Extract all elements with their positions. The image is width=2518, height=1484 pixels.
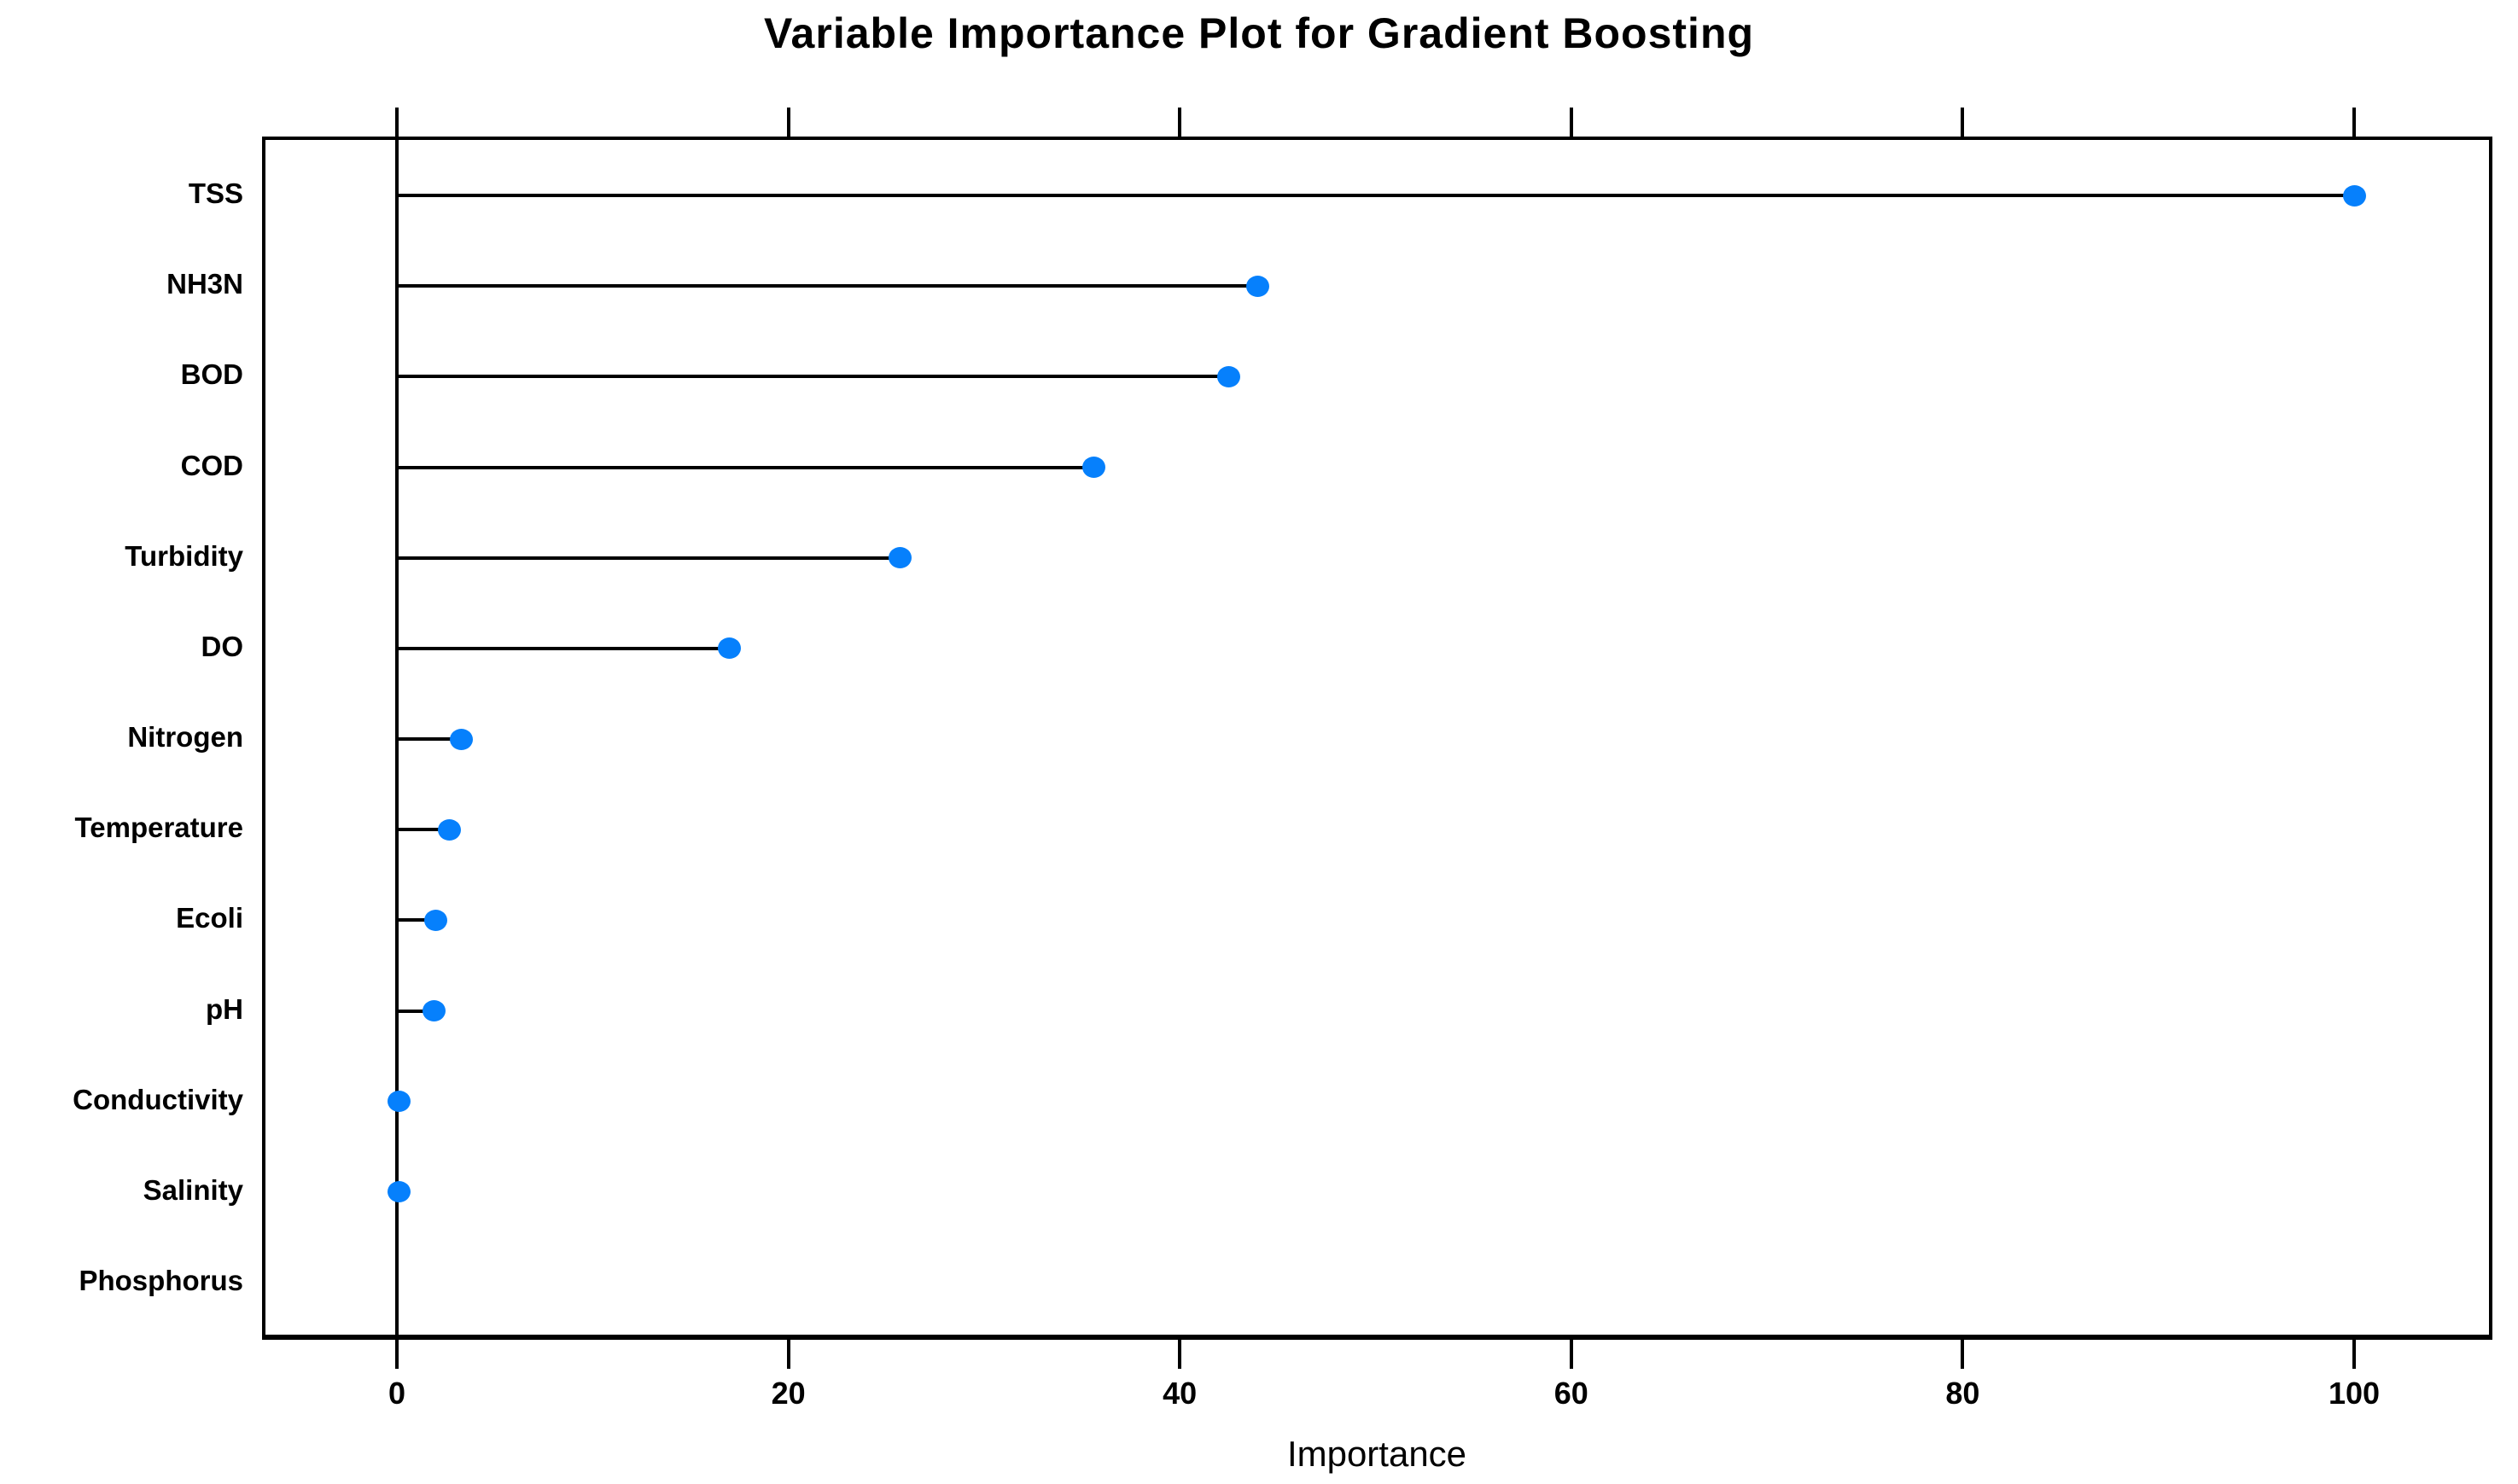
chart-title: Variable Importance Plot for Gradient Bo… [763, 9, 1755, 57]
category-label-nh3n: NH3N [166, 268, 243, 300]
x-tick-top-20 [786, 108, 790, 137]
stem-line-temperature [397, 828, 450, 832]
stem-line-ecoli [397, 918, 436, 922]
importance-dot-nh3n [1246, 275, 1270, 297]
importance-dot-salinity [387, 1181, 411, 1203]
plot-area-border [262, 137, 2492, 1340]
importance-dot-bod [1217, 365, 1241, 387]
importance-dot-do [718, 637, 742, 660]
importance-dot-nitrogen [450, 728, 474, 750]
x-tick-label-40: 40 [1163, 1376, 1198, 1411]
x-tick-bottom-20 [786, 1340, 790, 1369]
stem-line-nitrogen [397, 737, 462, 742]
stem-line-do [397, 646, 730, 650]
importance-dot-ph [423, 1000, 446, 1022]
x-tick-label-80: 80 [1945, 1376, 1980, 1411]
category-label-turbidity: Turbidity [125, 539, 243, 572]
importance-dot-turbidity [888, 547, 912, 569]
x-tick-label-20: 20 [771, 1376, 806, 1411]
category-label-do: DO [201, 630, 244, 662]
category-label-conductivity: Conductivity [73, 1083, 243, 1115]
stem-line-bod [397, 375, 1229, 379]
stem-line-tss [397, 194, 2354, 197]
stem-line-ph [397, 1009, 434, 1013]
x-tick-top-100 [2352, 108, 2356, 137]
stem-line-cod [397, 465, 1094, 469]
x-tick-bottom-100 [2352, 1340, 2356, 1369]
importance-dot-conductivity [387, 1091, 411, 1113]
x-tick-label-100: 100 [2328, 1376, 2381, 1411]
x-tick-top-60 [1569, 108, 1573, 137]
category-label-temperature: Temperature [74, 812, 243, 844]
x-axis-title: Importance [1286, 1434, 1467, 1474]
category-label-nitrogen: Nitrogen [127, 721, 243, 754]
importance-dot-ecoli [424, 909, 448, 931]
category-label-salinity: Salinity [143, 1173, 243, 1206]
importance-dot-tss [2342, 184, 2366, 207]
category-label-cod: COD [180, 449, 243, 481]
category-label-bod: BOD [180, 358, 243, 391]
category-label-ecoli: Ecoli [176, 902, 243, 934]
stem-line-nh3n [397, 284, 1258, 288]
x-tick-bottom-60 [1569, 1340, 1573, 1369]
x-tick-label-0: 0 [388, 1376, 406, 1411]
importance-dot-temperature [438, 818, 462, 841]
category-label-tss: TSS [188, 177, 243, 209]
importance-dot-cod [1081, 457, 1105, 478]
category-label-phosphorus: Phosphorus [79, 1265, 243, 1297]
category-label-ph: pH [206, 992, 243, 1025]
x-tick-bottom-40 [1178, 1340, 1182, 1369]
stem-line-turbidity [397, 556, 901, 560]
x-tick-label-60: 60 [1553, 1376, 1588, 1411]
x-tick-bottom-80 [1961, 1340, 1965, 1369]
x-tick-top-40 [1178, 108, 1182, 137]
x-tick-top-80 [1961, 108, 1965, 137]
